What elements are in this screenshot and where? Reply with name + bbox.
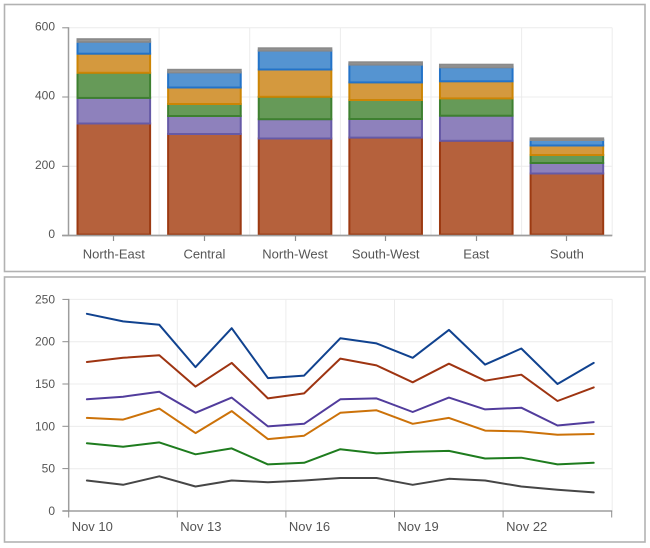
svg-text:100: 100 [35,419,55,433]
svg-text:600: 600 [35,19,55,33]
svg-text:200: 200 [35,335,55,349]
svg-text:Nov 13: Nov 13 [180,519,221,534]
svg-text:North-East: North-East [83,247,146,262]
svg-text:0: 0 [48,504,55,518]
svg-text:Nov 10: Nov 10 [72,519,113,534]
svg-text:250: 250 [35,292,55,306]
svg-text:50: 50 [42,462,56,476]
svg-text:Nov 19: Nov 19 [398,519,439,534]
svg-text:South-West: South-West [352,247,420,262]
svg-text:400: 400 [35,89,55,103]
svg-text:200: 200 [35,158,55,172]
svg-text:Central: Central [183,247,225,262]
svg-text:North-West: North-West [262,247,328,262]
svg-text:East: East [463,247,489,262]
svg-text:150: 150 [35,377,55,391]
svg-text:Nov 22: Nov 22 [506,519,547,534]
svg-text:Nov 16: Nov 16 [289,519,330,534]
svg-text:South: South [550,247,584,262]
svg-text:0: 0 [48,227,55,241]
